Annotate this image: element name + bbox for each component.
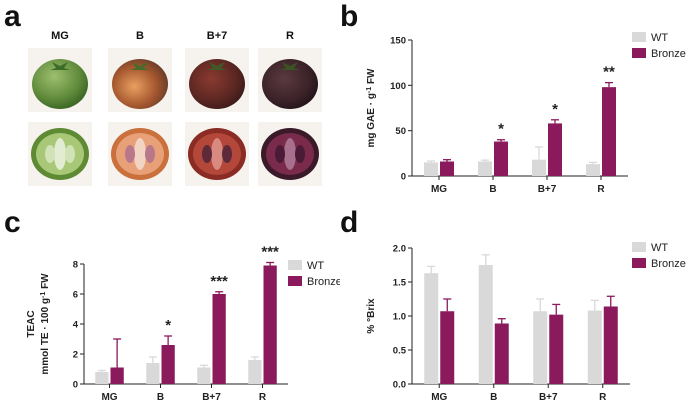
- bar-bronze: [603, 306, 618, 384]
- x-tick-label: R: [597, 184, 605, 195]
- y-tick-label: 2.0: [393, 244, 406, 255]
- bar-bronze: [161, 345, 175, 384]
- stage-label-b: B: [136, 30, 144, 42]
- tomato-b7-cut: [185, 122, 249, 186]
- stage-label-r: R: [286, 30, 294, 42]
- x-tick-label: B+7: [538, 184, 557, 195]
- legend-label-bronze: Bronze: [307, 276, 340, 288]
- tomato-b7-whole: [185, 48, 249, 112]
- legend-label-bronze: Bronze: [651, 258, 686, 270]
- legend-swatch-bronze: [632, 258, 646, 268]
- tomato-r-whole-image: [262, 59, 318, 109]
- tomato-b-whole: [108, 48, 172, 112]
- bar-bronze: [263, 265, 277, 384]
- bar-bronze: [494, 323, 509, 384]
- panel-letter-a: a: [4, 0, 21, 33]
- tomato-r-whole: [258, 48, 322, 112]
- tomato-b-cut: [108, 122, 172, 186]
- x-tick-label: MG: [431, 184, 447, 195]
- bar-bronze: [602, 87, 616, 176]
- tomato-b7-cut-image: [188, 128, 246, 180]
- bar-wt: [478, 265, 493, 384]
- legend-swatch-bronze: [288, 276, 302, 286]
- significance-label: ***: [261, 244, 279, 261]
- bar-wt: [532, 159, 546, 176]
- legend-swatch-wt: [632, 242, 646, 252]
- y-axis-label-units: mmol TE · 100 g-1 FW: [40, 273, 52, 375]
- legend-label-bronze: Bronze: [651, 48, 686, 60]
- legend-label-wt: WT: [651, 32, 668, 44]
- bar-bronze: [440, 161, 454, 176]
- significance-label: *: [165, 317, 171, 334]
- bar-wt: [586, 164, 600, 176]
- bar-wt: [587, 310, 602, 384]
- x-tick-label: MG: [431, 392, 447, 403]
- tomato-mg-cut: [28, 122, 92, 186]
- y-tick-label: 1.0: [393, 312, 406, 323]
- tomato-mg-whole-image: [32, 59, 88, 109]
- tomato-mg-whole: [28, 48, 92, 112]
- y-tick-label: 100: [390, 81, 406, 92]
- y-tick-label: 50: [395, 126, 406, 137]
- bar-wt: [197, 367, 211, 384]
- panel-letter-b: b: [340, 0, 359, 33]
- y-tick-label: 4: [73, 320, 79, 331]
- y-tick-label: 0: [73, 380, 78, 391]
- stage-label-b7: B+7: [206, 30, 228, 42]
- legend-label-wt: WT: [307, 260, 324, 272]
- y-tick-label: 8: [73, 260, 78, 271]
- x-tick-label: R: [259, 392, 267, 403]
- panel-letter-c: c: [4, 206, 21, 239]
- bar-bronze: [549, 314, 564, 384]
- bar-bronze: [548, 123, 562, 176]
- tomato-r-cut: [258, 122, 322, 186]
- y-tick-label: 2: [73, 350, 78, 361]
- y-axis-label: TEAC: [26, 310, 37, 337]
- bar-wt: [478, 161, 492, 176]
- x-tick-label: MG: [101, 392, 117, 403]
- bar-bronze: [440, 311, 455, 384]
- y-tick-label: 6: [73, 290, 78, 301]
- x-tick-label: B: [490, 392, 497, 403]
- y-axis-label: % °Brix: [366, 298, 377, 334]
- x-tick-label: B+7: [202, 392, 221, 403]
- x-tick-label: B: [157, 392, 164, 403]
- stage-label-mg: MG: [51, 30, 69, 42]
- bar-bronze: [110, 367, 124, 384]
- legend-label-wt: WT: [651, 242, 668, 254]
- tomato-b-cut-image: [111, 128, 169, 180]
- tomato-b-whole-image: [112, 59, 168, 109]
- significance-label: **: [603, 64, 615, 81]
- y-tick-label: 1.5: [393, 278, 407, 289]
- bar-wt: [95, 372, 109, 384]
- significance-label: ***: [210, 273, 228, 290]
- bar-bronze: [212, 294, 226, 384]
- chart-b: 0 50 100 150 mg GAE · g-1 FW MG B * B+7 * R ** WT Bro…: [366, 32, 686, 195]
- significance-label: *: [498, 121, 504, 138]
- tomato-b7-whole-image: [189, 59, 245, 109]
- bar-wt: [248, 360, 262, 384]
- bar-wt: [424, 162, 438, 176]
- x-tick-label: B: [489, 184, 496, 195]
- y-axis-label: mg GAE · g-1 FW: [366, 68, 378, 148]
- chart-c: 0 2 4 6 8 TEAC mmol TE · 100 g-1 FW MG B * B+7 *** R…: [26, 244, 340, 404]
- x-tick-label: R: [599, 392, 607, 403]
- chart-d: 0.0 0.5 1.0 1.5 2.0 % °Brix MG B B+7 R WT Bronze: [366, 242, 686, 403]
- legend-swatch-bronze: [632, 48, 646, 58]
- significance-label: *: [552, 101, 558, 118]
- y-tick-label: 0.5: [393, 346, 407, 357]
- panel-letter-d: d: [340, 206, 359, 239]
- bar-wt: [533, 311, 548, 384]
- y-tick-label: 0: [401, 172, 406, 183]
- tomato-mg-cut-image: [31, 128, 89, 180]
- bar-wt: [146, 363, 160, 384]
- legend-swatch-wt: [288, 260, 302, 270]
- y-tick-label: 150: [390, 36, 406, 47]
- legend-swatch-wt: [632, 32, 646, 42]
- x-tick-label: B+7: [539, 392, 558, 403]
- bar-wt: [424, 273, 439, 384]
- bar-bronze: [494, 141, 508, 176]
- y-tick-label: 0.0: [393, 380, 406, 391]
- tomato-r-cut-image: [261, 128, 319, 180]
